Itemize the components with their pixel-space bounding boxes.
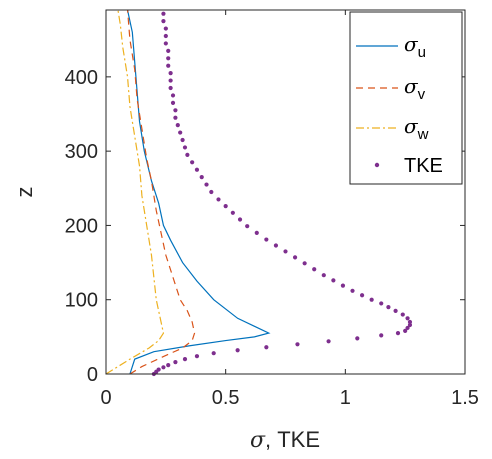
series-tke-point bbox=[400, 312, 405, 317]
series-tke-point bbox=[393, 308, 398, 313]
legend-sigma-v-sub: v bbox=[418, 86, 426, 103]
series-tke-point bbox=[185, 152, 190, 157]
series-tke-point bbox=[321, 273, 326, 278]
series-tke-point bbox=[379, 301, 384, 306]
series-tke-point bbox=[405, 316, 410, 321]
axes-box bbox=[105, 9, 466, 375]
legend-sigma-u-symbol: σ bbox=[404, 32, 419, 56]
series-sigma-v-line bbox=[126, 9, 196, 375]
series-tke-point bbox=[163, 33, 168, 39]
series-tke-point bbox=[170, 93, 176, 98]
x-tick-label: 0 bbox=[100, 387, 111, 409]
series-tke-point bbox=[182, 357, 188, 362]
series-tke-point bbox=[168, 71, 173, 76]
x-tick-label: 0.5 bbox=[212, 387, 240, 409]
series-tke-point bbox=[237, 217, 243, 222]
x-axis-label-text: , TKE bbox=[265, 427, 320, 452]
x-tick-label: 1.5 bbox=[451, 387, 479, 409]
y-tick-label: 300 bbox=[65, 141, 98, 163]
series-tke-point bbox=[163, 26, 168, 31]
legend-sigma-v-symbol: σ bbox=[404, 74, 419, 98]
series-tke-point bbox=[245, 224, 250, 229]
series-tke-point bbox=[175, 123, 180, 128]
legend-entry-sigma-u: σu bbox=[404, 32, 426, 61]
legend-entry-sigma-w: σw bbox=[404, 114, 429, 143]
series-tke-point bbox=[292, 255, 298, 260]
series-tke-point bbox=[209, 189, 214, 195]
legend-entry-sigma-v: σv bbox=[404, 74, 426, 103]
legend: σu σv σw TKE bbox=[349, 11, 463, 185]
x-axis-label: σ, TKE bbox=[250, 427, 320, 453]
series-tke-point bbox=[178, 130, 183, 135]
legend-sigma-w-sub: w bbox=[417, 126, 429, 143]
legend-sigma-u-sub: u bbox=[418, 44, 426, 61]
y-axis-label: z bbox=[12, 187, 37, 198]
series-tke-point bbox=[403, 328, 408, 334]
series-tke-point bbox=[369, 297, 374, 302]
series-tke-point bbox=[326, 339, 331, 344]
series-tke-point bbox=[223, 204, 228, 209]
series-layer bbox=[105, 9, 413, 377]
series-tke-point bbox=[331, 278, 336, 283]
series-tke-point bbox=[302, 261, 307, 266]
series-tke-point bbox=[166, 362, 171, 368]
series-tke-point bbox=[190, 160, 195, 165]
series-tke-point bbox=[407, 322, 413, 328]
series-tke-point bbox=[166, 63, 171, 68]
series-tke-point bbox=[386, 305, 391, 310]
series-tke-point bbox=[161, 11, 166, 16]
series-tke-point bbox=[283, 249, 288, 254]
series-tke-point bbox=[254, 230, 259, 235]
series-tke-point bbox=[182, 145, 188, 150]
series-tke-point bbox=[312, 267, 317, 272]
series-tke-point bbox=[359, 293, 365, 298]
series-tke-point bbox=[170, 100, 176, 105]
x-axis-label-symbol: σ bbox=[250, 428, 266, 453]
series-tke-point bbox=[211, 351, 216, 356]
series-tke-point bbox=[166, 56, 171, 61]
series-tke-point bbox=[194, 167, 200, 172]
series-tke-point bbox=[340, 283, 346, 288]
series-tke-point bbox=[161, 365, 166, 370]
y-tick-label: 400 bbox=[65, 67, 98, 89]
series-tke-point bbox=[355, 336, 360, 341]
series-tke-point bbox=[264, 345, 269, 350]
series-tke-point bbox=[273, 243, 279, 248]
y-tick-label: 200 bbox=[65, 215, 98, 237]
legend-box bbox=[349, 11, 463, 185]
legend-entry-tke: TKE bbox=[404, 155, 443, 177]
series-tke-point bbox=[295, 342, 300, 347]
ticks-layer: 0 0.5 1 1.5 0 100 200 300 400 bbox=[65, 10, 479, 409]
series-tke-point bbox=[156, 367, 161, 372]
series-tke-point bbox=[216, 197, 221, 202]
legend-sigma-w-symbol: σ bbox=[404, 114, 419, 138]
series-tke-point bbox=[180, 137, 185, 143]
y-tick-label: 100 bbox=[65, 290, 98, 312]
series-tke-point bbox=[194, 354, 200, 359]
series-tke-point bbox=[166, 48, 171, 53]
series-tke-point bbox=[405, 325, 410, 331]
series-tke-point bbox=[264, 237, 269, 242]
series-tke-point bbox=[168, 85, 173, 91]
series-tke-point bbox=[199, 175, 204, 180]
series-tke-point bbox=[173, 115, 178, 120]
series-tke-point bbox=[163, 41, 168, 46]
series-tke-point bbox=[379, 333, 384, 338]
series-tke-point bbox=[230, 210, 235, 215]
series-tke-point bbox=[173, 360, 178, 365]
series-tke-point bbox=[235, 348, 240, 353]
legend-swatch-tke bbox=[374, 162, 380, 168]
series-tke-point bbox=[161, 19, 166, 24]
x-tick-label: 1 bbox=[340, 387, 351, 409]
series-tke-point bbox=[168, 78, 173, 83]
series-tke-point bbox=[407, 319, 413, 325]
series-sigma-w-line bbox=[105, 9, 165, 375]
y-tick-label: 0 bbox=[87, 364, 98, 386]
series-tke-point bbox=[350, 288, 355, 293]
series-tke-point bbox=[204, 182, 209, 187]
series-tke-point bbox=[395, 331, 401, 336]
series-tke-point bbox=[173, 108, 178, 113]
